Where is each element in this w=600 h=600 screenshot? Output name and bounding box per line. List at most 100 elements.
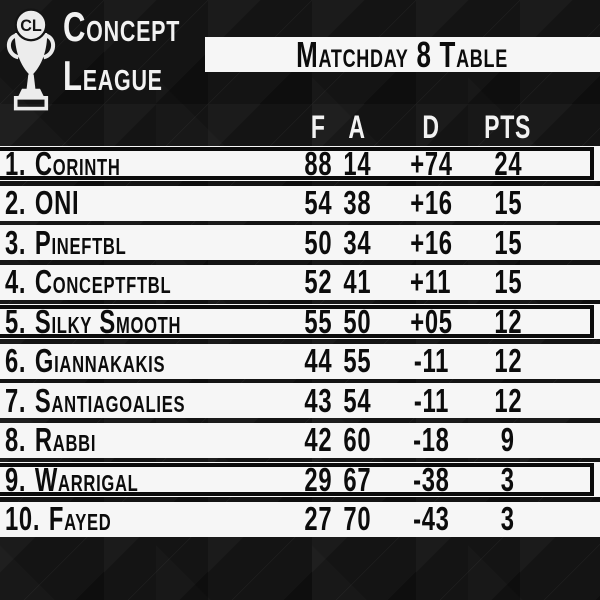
goal-difference: -43 — [412, 500, 450, 537]
points-cell: 15 — [478, 223, 538, 261]
col-header-a: A — [327, 108, 387, 145]
goals-against-cell: 50 — [327, 302, 387, 340]
team-name: Fayed — [48, 500, 112, 537]
team-cell: 3. Pineftbl — [5, 223, 127, 261]
goals-against: 41 — [343, 263, 371, 300]
goals-against-cell: 54 — [327, 381, 387, 419]
goals-against-cell: 14 — [327, 144, 387, 182]
goals-against-cell: 41 — [327, 263, 387, 300]
goals-for: 88 — [304, 144, 332, 182]
goal-difference-cell: -11 — [396, 381, 466, 419]
goals-against: 38 — [343, 184, 371, 221]
goal-difference-cell: +05 — [396, 302, 466, 340]
page-title: Matchday 8 Table — [296, 33, 509, 75]
goals-against: 60 — [343, 421, 371, 458]
goals-against-cell: 38 — [327, 184, 387, 221]
team-cell: 8. Rabbi — [5, 421, 97, 458]
points-cell: 24 — [478, 145, 538, 182]
team-cell: 10. Fayed — [5, 500, 112, 537]
col-header-d-label: D — [422, 108, 440, 145]
goals-against-cell: 70 — [327, 500, 387, 537]
goals-against: 54 — [343, 381, 371, 419]
trophy-monogram: CL — [20, 17, 42, 35]
table-row: 10. Fayed 27 70 -43 3 — [0, 500, 600, 537]
goal-difference: -18 — [412, 421, 450, 458]
goal-difference-cell: +11 — [396, 263, 466, 300]
table-row: 5. Silky Smooth 55 50 +05 12 — [0, 302, 600, 340]
table-row: 6. Giannakakis 44 55 -11 12 — [0, 342, 600, 379]
team-name: ONI — [34, 184, 80, 221]
table-row: 7. Santiagoalies 43 54 -11 12 — [0, 381, 600, 419]
team-name: Corinth — [34, 144, 121, 182]
goals-for: 29 — [304, 460, 332, 498]
brand-line-1: Concept — [63, 3, 181, 50]
brand-wordmark: Concept League — [63, 2, 180, 100]
goals-for: 42 — [304, 421, 332, 458]
goals-for-cell: 88 — [288, 144, 348, 182]
goal-difference-cell: +74 — [396, 145, 466, 182]
goals-for-cell: 42 — [288, 421, 348, 458]
goal-difference: -11 — [413, 342, 449, 379]
goals-for-cell: 52 — [288, 263, 348, 300]
league-table: 1. Corinth 88 14 +74 24 2. ONI 54 38 +16… — [0, 144, 600, 537]
points: 15 — [494, 263, 522, 300]
points-cell: 15 — [478, 184, 538, 221]
team-name: Warrigal — [34, 460, 139, 498]
brand-line-2: League — [63, 52, 163, 99]
goals-for: 50 — [304, 223, 332, 261]
team-cell: 4. Conceptftbl — [5, 263, 171, 300]
goal-difference-cell: -43 — [396, 500, 466, 537]
goals-against-cell: 67 — [327, 460, 387, 498]
goals-for-cell: 44 — [288, 342, 348, 379]
goals-against: 50 — [343, 302, 371, 340]
goals-for-cell: 29 — [288, 460, 348, 498]
goal-difference-cell: -38 — [396, 461, 466, 498]
team-name: Rabbi — [34, 421, 97, 458]
goals-for: 54 — [304, 184, 332, 221]
goals-for: 44 — [304, 342, 332, 379]
rank-label: 9. — [5, 460, 27, 498]
points-cell: 9 — [478, 421, 538, 458]
points-cell: 3 — [478, 500, 538, 537]
rank-label: 1. — [5, 144, 27, 182]
goals-for-cell: 27 — [288, 500, 348, 537]
team-cell: 6. Giannakakis — [5, 342, 165, 379]
goal-difference: +11 — [410, 263, 452, 300]
rank-label: 4. — [5, 263, 27, 300]
goal-difference: -11 — [413, 381, 449, 419]
team-name: Pineftbl — [34, 223, 127, 261]
goals-against: 67 — [343, 460, 371, 498]
trophy-icon: CL — [6, 8, 56, 111]
col-header-pts-label: PTS — [484, 108, 532, 145]
goal-difference-cell: +16 — [396, 224, 466, 261]
goals-for-cell: 54 — [288, 184, 348, 221]
team-cell: 5. Silky Smooth — [5, 302, 181, 340]
goals-for: 27 — [304, 500, 332, 537]
goals-against-cell: 55 — [327, 342, 387, 379]
points: 15 — [494, 184, 522, 221]
team-name: Santiagoalies — [34, 381, 186, 419]
points: 3 — [501, 460, 515, 498]
team-cell: 1. Corinth — [5, 144, 121, 182]
goals-against: 14 — [343, 144, 371, 182]
rank-label: 8. — [5, 421, 27, 458]
points: 12 — [494, 342, 522, 379]
points: 12 — [494, 381, 522, 419]
table-row: 4. Conceptftbl 52 41 +11 15 — [0, 263, 600, 300]
goals-for: 52 — [304, 263, 332, 300]
goal-difference: +16 — [409, 184, 453, 221]
points: 9 — [501, 421, 515, 458]
rank-label: 5. — [5, 302, 27, 340]
team-cell: 2. ONI — [5, 184, 80, 221]
goals-for-cell: 50 — [288, 223, 348, 261]
points: 15 — [494, 223, 522, 261]
goals-against: 34 — [343, 223, 371, 261]
table-row: 8. Rabbi 42 60 -18 9 — [0, 421, 600, 458]
table-row: 3. Pineftbl 50 34 +16 15 — [0, 223, 600, 261]
goal-difference-cell: -18 — [396, 421, 466, 458]
goal-difference-cell: -11 — [396, 342, 466, 379]
table-row: 9. Warrigal 29 67 -38 3 — [0, 460, 600, 498]
goal-difference: +05 — [409, 302, 453, 340]
points-cell: 15 — [478, 263, 538, 300]
col-header-a-label: A — [348, 108, 366, 145]
